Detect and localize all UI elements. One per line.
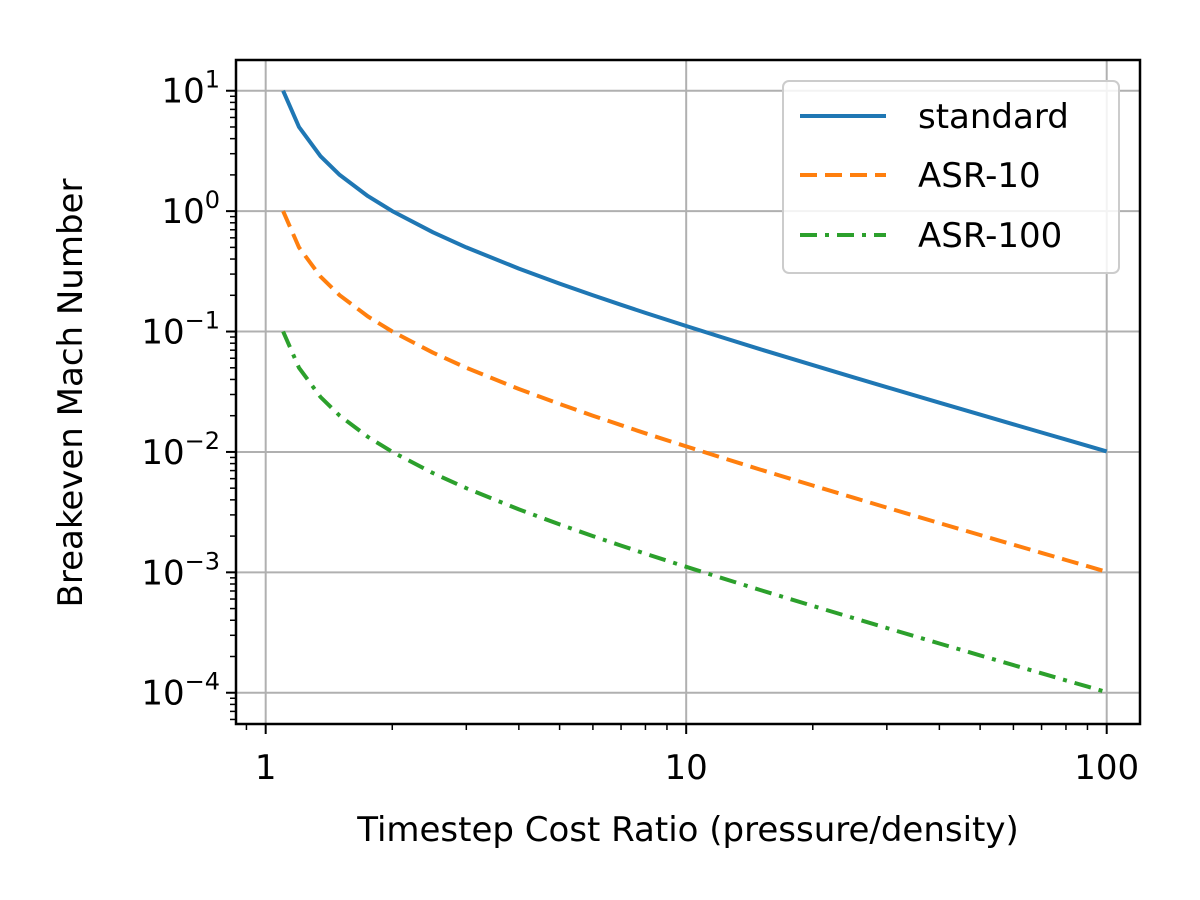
series-line-standard xyxy=(281,89,1108,454)
legend-label-asr-100: ASR-100 xyxy=(918,216,1062,256)
y-tick-label: 10−4 xyxy=(141,668,220,714)
y-tick-labels: 101 100 10−1 10−2 10−3 10−4 xyxy=(141,66,220,714)
y-tick-label: 100 xyxy=(161,186,220,232)
legend-label-asr-10: ASR-10 xyxy=(918,156,1041,196)
plot-frame xyxy=(234,58,1142,726)
y-tick-label: 101 xyxy=(161,66,220,112)
legend: standard ASR-10 ASR-100 xyxy=(782,80,1120,274)
y-tick-label: 10−3 xyxy=(141,547,220,593)
x-tick-label: 1 xyxy=(255,748,277,788)
series-line-asr-100 xyxy=(281,330,1108,695)
x-axis-label: Timestep Cost Ratio (pressure/density) xyxy=(356,810,1019,850)
legend-label-standard: standard xyxy=(918,97,1069,137)
plot-lines xyxy=(281,89,1108,695)
x-tick-labels: 1 10 100 xyxy=(255,748,1139,788)
y-tick-label: 10−1 xyxy=(141,307,220,353)
x-tick-label: 10 xyxy=(665,748,708,788)
legend-box xyxy=(782,80,1120,274)
series-line-asr-10 xyxy=(281,210,1108,574)
y-tick-label: 10−2 xyxy=(141,427,220,473)
y-axis-label: Breakeven Mach Number xyxy=(51,179,91,608)
major-ticks xyxy=(226,89,1108,734)
x-tick-label: 100 xyxy=(1074,748,1139,788)
